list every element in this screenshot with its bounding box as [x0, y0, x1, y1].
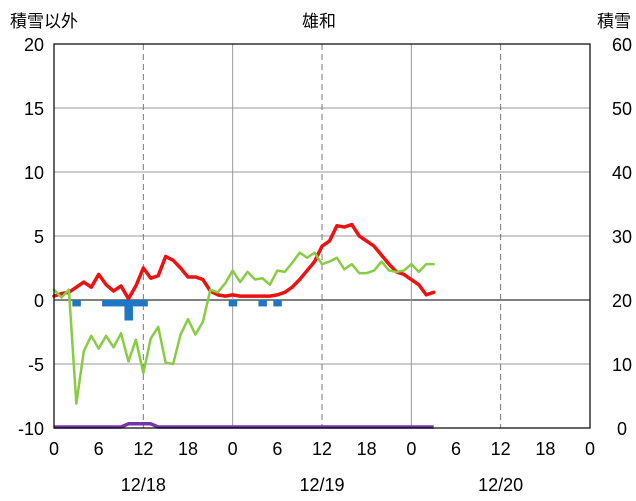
- blue-bar: [117, 300, 126, 307]
- date-label: 12/18: [121, 475, 166, 495]
- grid-lines: [54, 44, 590, 428]
- right-tick-label: 60: [612, 35, 632, 55]
- series-layer: [52, 222, 436, 429]
- x-tick-label: 12: [133, 439, 153, 459]
- x-tick-label: 0: [406, 439, 416, 459]
- x-tick-label: 6: [272, 439, 282, 459]
- chart-title: 雄和: [302, 12, 336, 31]
- left-tick-label: 10: [24, 163, 44, 183]
- x-tick-label: 6: [451, 439, 461, 459]
- left-tick-label: -5: [28, 355, 44, 375]
- left-tick-label: 15: [24, 99, 44, 119]
- blue-bar: [109, 300, 119, 307]
- x-tick-label: 18: [178, 439, 198, 459]
- blue-bar: [102, 300, 111, 307]
- x-tick-label: 0: [585, 439, 595, 459]
- plot-frame: [53, 43, 591, 429]
- x-tick-label: 0: [228, 439, 238, 459]
- blue-bar: [124, 300, 133, 321]
- right-tick-label: 20: [612, 291, 632, 311]
- left-tick-label: 5: [34, 227, 44, 247]
- right-tick-label: 0: [617, 419, 627, 439]
- x-tick-label: 18: [535, 439, 555, 459]
- date-label: 12/20: [478, 475, 523, 495]
- blue-bar: [131, 300, 141, 307]
- right-tick-label: 10: [612, 355, 632, 375]
- right-tick-label: 40: [612, 163, 632, 183]
- x-tick-label: 18: [357, 439, 377, 459]
- x-tick-label: 12: [491, 439, 511, 459]
- right-tick-label: 50: [612, 99, 632, 119]
- left-tick-label: 0: [34, 291, 44, 311]
- right-tick-label: 30: [612, 227, 632, 247]
- green-series-line: [52, 251, 435, 405]
- date-label: 12/19: [299, 475, 344, 495]
- left-tick-label: 20: [24, 35, 44, 55]
- right-axis-title: 積雪: [597, 12, 631, 31]
- blue-bar: [228, 300, 238, 307]
- blue-bar: [258, 300, 267, 307]
- red-series-line: [52, 222, 436, 301]
- purple-series-line: [54, 422, 434, 429]
- blue-bar: [72, 300, 81, 307]
- left-tick-label: -10: [18, 419, 44, 439]
- x-tick-label: 6: [94, 439, 104, 459]
- x-tick-label: 12: [312, 439, 332, 459]
- blue-bar: [273, 300, 282, 307]
- blue-bar: [139, 300, 148, 307]
- left-axis-title: 積雪以外: [10, 12, 78, 31]
- x-tick-label: 0: [49, 439, 59, 459]
